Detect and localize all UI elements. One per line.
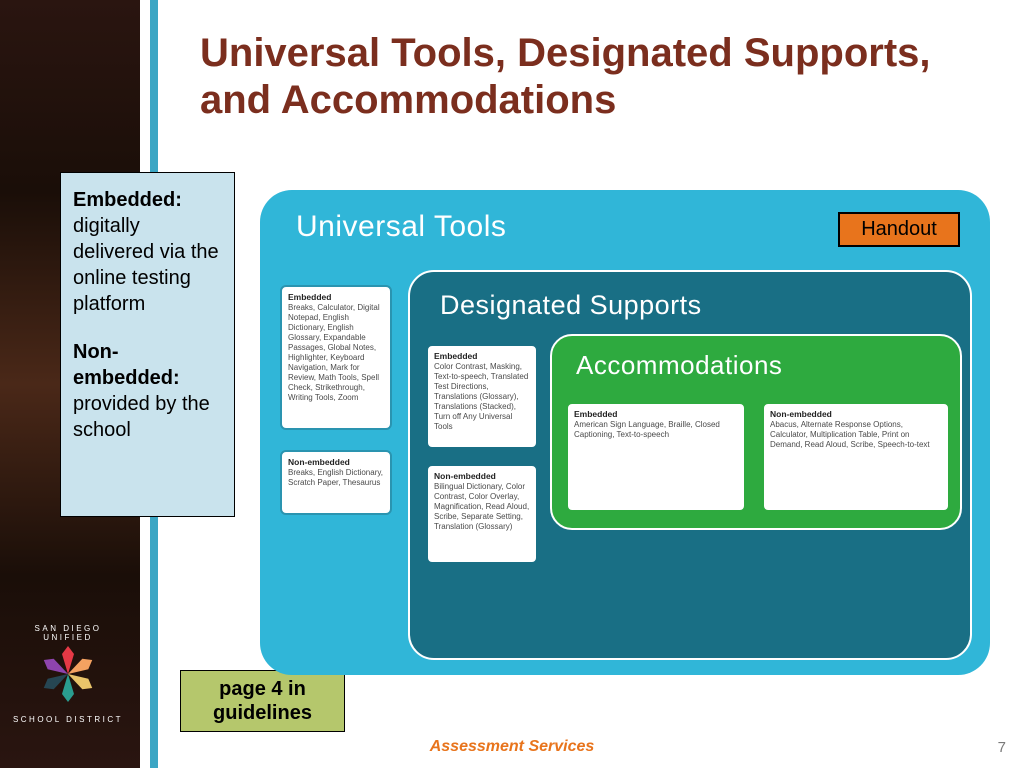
ut-embedded-card: Embedded Breaks, Calculator, Digital Not… (280, 285, 392, 430)
ut-embedded-header: Embedded (288, 292, 384, 303)
ut-nonembedded-header: Non-embedded (288, 457, 384, 468)
ds-embedded-card: Embedded Color Contrast, Masking, Text-t… (426, 344, 538, 449)
slide-title: Universal Tools, Designated Supports, an… (200, 30, 960, 124)
definition-desc-embedded: digitally delivered via the online testi… (73, 215, 219, 315)
logo-text-top: SAN DIEGO UNIFIED (8, 624, 128, 642)
ut-nonembedded-body: Breaks, English Dictionary, Scratch Pape… (288, 468, 384, 488)
definition-term-embedded: Embedded: (73, 189, 182, 211)
designated-supports-box: Designated Supports Embedded Color Contr… (408, 270, 972, 660)
acc-embedded-header: Embedded (574, 409, 738, 420)
acc-nonembedded-card: Non-embedded Abacus, Alternate Response … (762, 402, 950, 512)
acc-embedded-body: American Sign Language, Braille, Closed … (574, 420, 738, 440)
ds-nonembedded-card: Non-embedded Bilingual Dictionary, Color… (426, 464, 538, 564)
acc-embedded-card: Embedded American Sign Language, Braille… (566, 402, 746, 512)
acc-nonembedded-header: Non-embedded (770, 409, 942, 420)
ds-embedded-body: Color Contrast, Masking, Text-to-speech,… (434, 362, 530, 432)
page-reference-badge: page 4 in guidelines (180, 670, 345, 732)
designated-supports-title: Designated Supports (440, 290, 702, 321)
definition-desc-nonembedded: provided by the school (73, 393, 210, 441)
ds-nonembedded-header: Non-embedded (434, 471, 530, 482)
accommodations-title: Accommodations (576, 350, 782, 381)
acc-nonembedded-body: Abacus, Alternate Response Options, Calc… (770, 420, 942, 450)
ut-nonembedded-card: Non-embedded Breaks, English Dictionary,… (280, 450, 392, 515)
definition-box: Embedded: digitally delivered via the on… (60, 172, 235, 517)
logo-flower-icon (38, 644, 98, 704)
district-logo: SAN DIEGO UNIFIED SCHOOL DISTRICT (24, 630, 112, 718)
logo-text-bottom: SCHOOL DISTRICT (8, 715, 128, 724)
ut-embedded-body: Breaks, Calculator, Digital Notepad, Eng… (288, 303, 384, 403)
definition-term-nonembedded: Non-embedded: (73, 341, 180, 389)
universal-tools-title: Universal Tools (296, 210, 506, 244)
nested-diagram: Universal Tools Handout Embedded Breaks,… (260, 190, 990, 678)
universal-tools-box: Universal Tools Handout Embedded Breaks,… (260, 190, 990, 675)
ds-nonembedded-body: Bilingual Dictionary, Color Contrast, Co… (434, 482, 530, 532)
page-number: 7 (998, 739, 1006, 756)
footer-text: Assessment Services (0, 738, 1024, 756)
handout-badge: Handout (838, 212, 960, 247)
ds-embedded-header: Embedded (434, 351, 530, 362)
accommodations-box: Accommodations Embedded American Sign La… (550, 334, 962, 530)
